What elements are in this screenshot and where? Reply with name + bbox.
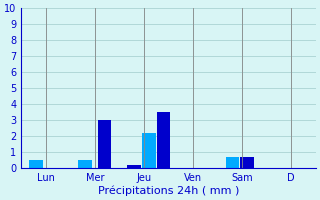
- X-axis label: Précipitations 24h ( mm ): Précipitations 24h ( mm ): [98, 185, 239, 196]
- Bar: [127, 165, 141, 168]
- Bar: [226, 157, 239, 168]
- Bar: [240, 157, 254, 168]
- Bar: [142, 133, 156, 168]
- Bar: [157, 112, 170, 168]
- Bar: [98, 120, 111, 168]
- Bar: [78, 160, 92, 168]
- Bar: [29, 160, 43, 168]
